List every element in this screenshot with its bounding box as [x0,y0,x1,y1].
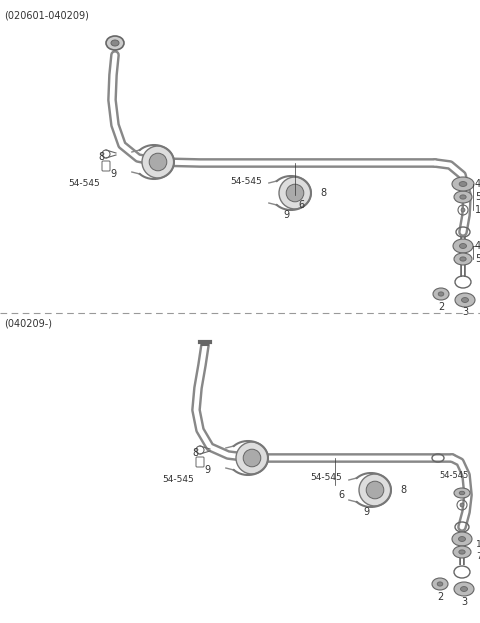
Ellipse shape [453,546,471,558]
Ellipse shape [459,244,467,249]
Ellipse shape [454,191,472,203]
Text: 54-545: 54-545 [230,176,262,186]
Ellipse shape [453,239,473,253]
Text: 3: 3 [462,307,468,317]
Ellipse shape [459,492,465,495]
Text: 8: 8 [98,152,104,162]
Circle shape [359,474,391,506]
Ellipse shape [459,550,465,554]
Ellipse shape [454,582,474,596]
Text: 7(LH): 7(LH) [476,553,480,561]
Ellipse shape [455,293,475,307]
Circle shape [243,449,261,467]
Text: 9: 9 [110,169,116,179]
Ellipse shape [452,532,472,546]
Text: 3: 3 [461,597,467,607]
Text: 8: 8 [192,448,198,458]
Ellipse shape [454,253,472,265]
Text: 9: 9 [363,507,369,517]
Ellipse shape [461,298,468,302]
Text: 54-545: 54-545 [68,179,100,189]
Circle shape [142,146,174,178]
Circle shape [236,442,268,474]
Text: 54-545: 54-545 [310,473,342,482]
Circle shape [461,208,465,212]
Ellipse shape [460,195,466,199]
Text: 2: 2 [437,592,443,602]
Circle shape [366,481,384,499]
Text: 6: 6 [298,200,304,210]
Circle shape [279,177,311,209]
Ellipse shape [452,177,474,191]
Text: 8: 8 [320,188,326,198]
Text: 54-545: 54-545 [162,475,194,485]
Ellipse shape [111,40,119,46]
Ellipse shape [106,36,124,50]
Text: 5: 5 [475,254,480,264]
Ellipse shape [433,288,449,300]
Circle shape [286,184,304,202]
Ellipse shape [432,578,448,590]
Circle shape [460,503,464,507]
Text: (040209-): (040209-) [4,318,52,328]
Text: 1: 1 [475,205,480,215]
Text: 10(RH): 10(RH) [476,541,480,549]
Text: 4: 4 [475,241,480,251]
Text: 54-545: 54-545 [439,470,468,480]
Ellipse shape [460,257,466,261]
Text: 6: 6 [338,490,344,500]
Ellipse shape [438,292,444,296]
Ellipse shape [460,586,468,591]
Ellipse shape [454,488,470,498]
Text: 9: 9 [283,210,289,220]
Ellipse shape [458,536,466,541]
Ellipse shape [437,582,443,586]
Text: 4: 4 [475,179,480,189]
Circle shape [149,153,167,171]
Text: 9: 9 [204,465,210,475]
Ellipse shape [459,181,467,186]
Text: (020601-040209): (020601-040209) [4,10,89,20]
Text: 8: 8 [400,485,406,495]
Text: 2: 2 [438,302,444,312]
Text: 5: 5 [475,192,480,202]
